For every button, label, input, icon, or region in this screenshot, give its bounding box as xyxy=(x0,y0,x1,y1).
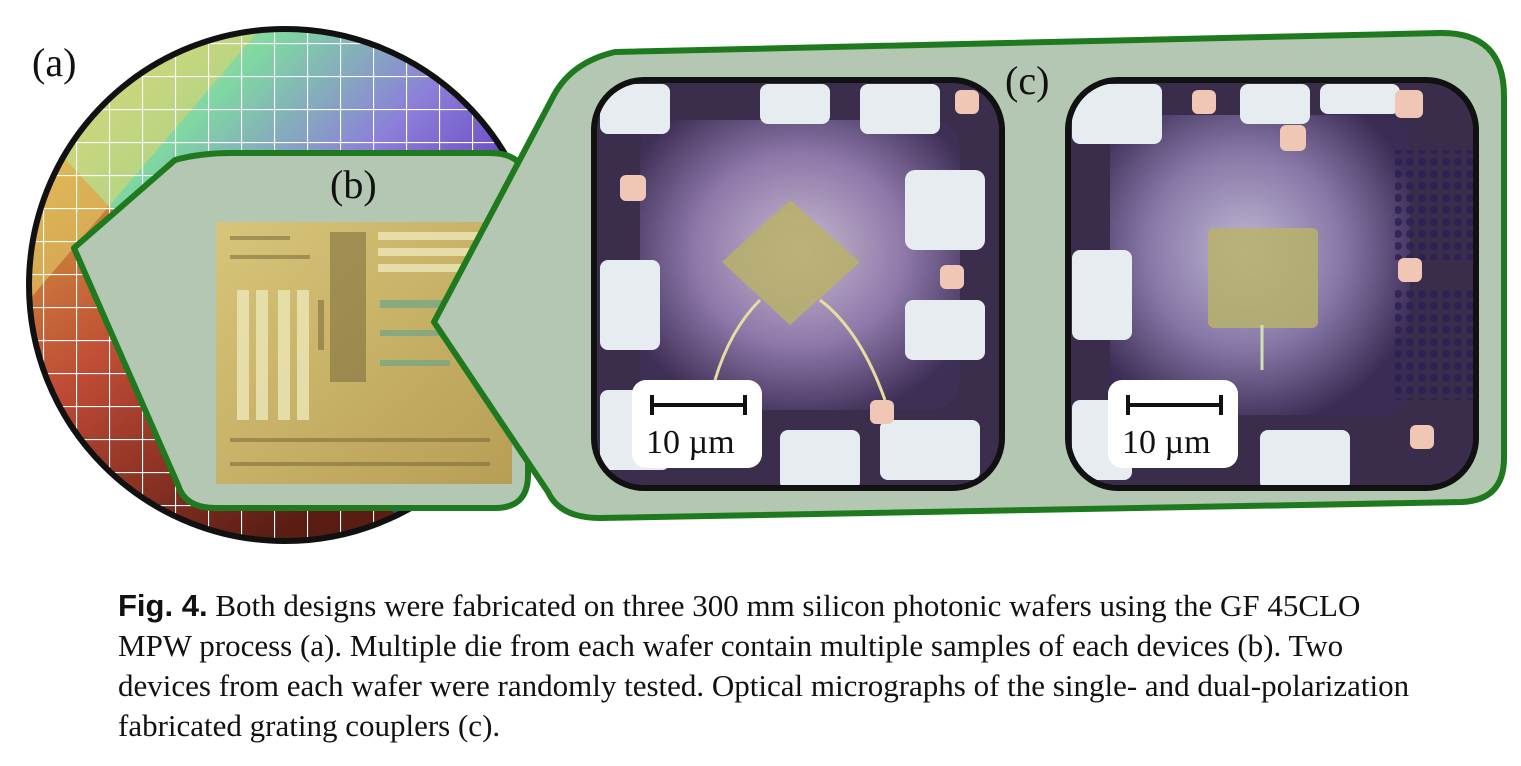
scale-bar-label-2: 10 µm xyxy=(1122,424,1211,461)
figure-caption: Fig. 4. Both designs were fabricated on … xyxy=(118,586,1418,746)
panel-label-a: (a) xyxy=(32,40,76,85)
figure: (a) xyxy=(26,26,1507,544)
panel-b xyxy=(71,150,531,511)
scale-bar-2: 10 µm xyxy=(1108,380,1238,468)
scale-bar-label-1: 10 µm xyxy=(646,424,735,461)
panel-label-c: (c) xyxy=(1005,58,1049,103)
caption-text: Both designs were fabricated on three 30… xyxy=(118,588,1410,743)
scale-bar-1: 10 µm xyxy=(632,380,762,468)
panel-label-b: (b) xyxy=(330,162,377,207)
caption-label: Fig. 4. xyxy=(118,588,208,623)
